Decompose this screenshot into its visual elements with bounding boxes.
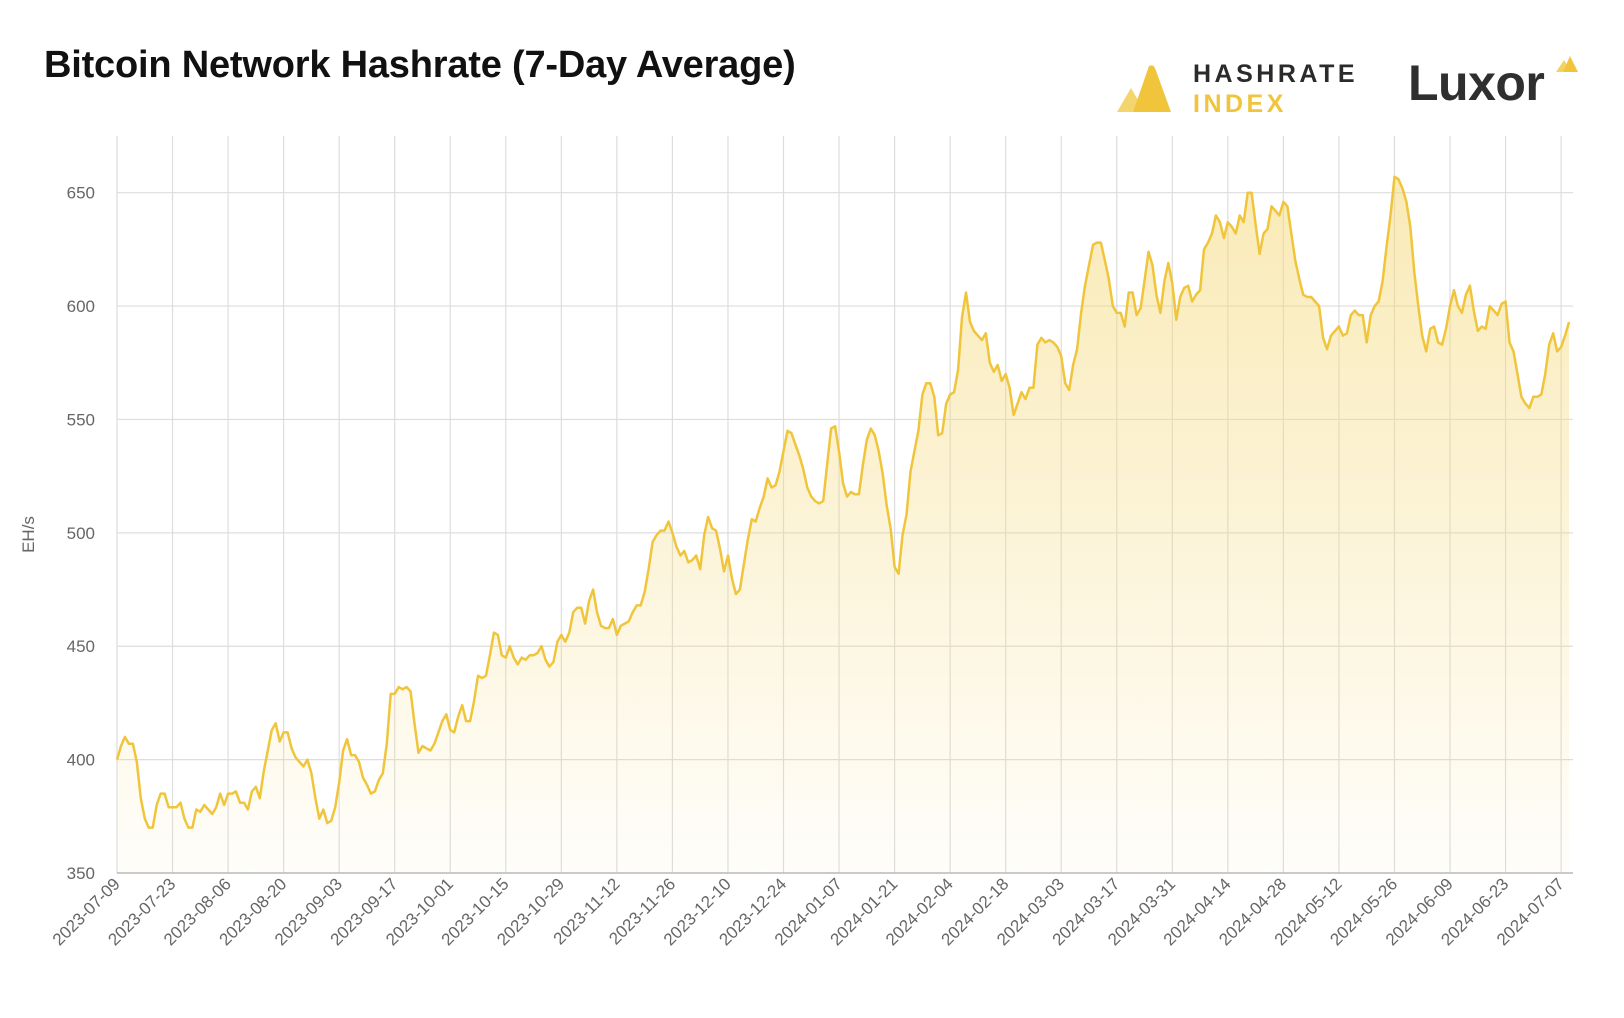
luxor-logo: Luxor — [1408, 48, 1588, 118]
y-tick-label: 500 — [67, 524, 95, 543]
hashrate-index-logo: HASHRATE INDEX — [1115, 58, 1375, 120]
hashrate-index-logo-icon — [1117, 65, 1171, 112]
y-axis-label: EH/s — [19, 516, 38, 553]
y-tick-label: 600 — [67, 297, 95, 316]
luxor-logo-text: Luxor — [1408, 55, 1545, 111]
y-tick-labels: 350 400 450 500 550 600 650 — [67, 184, 95, 883]
y-tick-label: 650 — [67, 184, 95, 203]
hashrate-index-logo-text-line2: INDEX — [1193, 90, 1287, 118]
hashrate-index-logo-text-line1: HASHRATE — [1193, 60, 1359, 88]
x-tick-labels: 2023-07-092023-07-232023-08-062023-08-20… — [49, 874, 1568, 949]
luxor-mark-icon — [1556, 56, 1578, 72]
y-tick-label: 550 — [67, 410, 95, 429]
hashrate-area — [117, 176, 1569, 874]
chart-title: Bitcoin Network Hashrate (7-Day Average) — [44, 44, 796, 86]
y-tick-label: 450 — [67, 637, 95, 656]
hashrate-line — [115, 175, 1571, 829]
y-tick-label: 400 — [67, 751, 95, 770]
y-tick-label: 350 — [67, 864, 95, 883]
